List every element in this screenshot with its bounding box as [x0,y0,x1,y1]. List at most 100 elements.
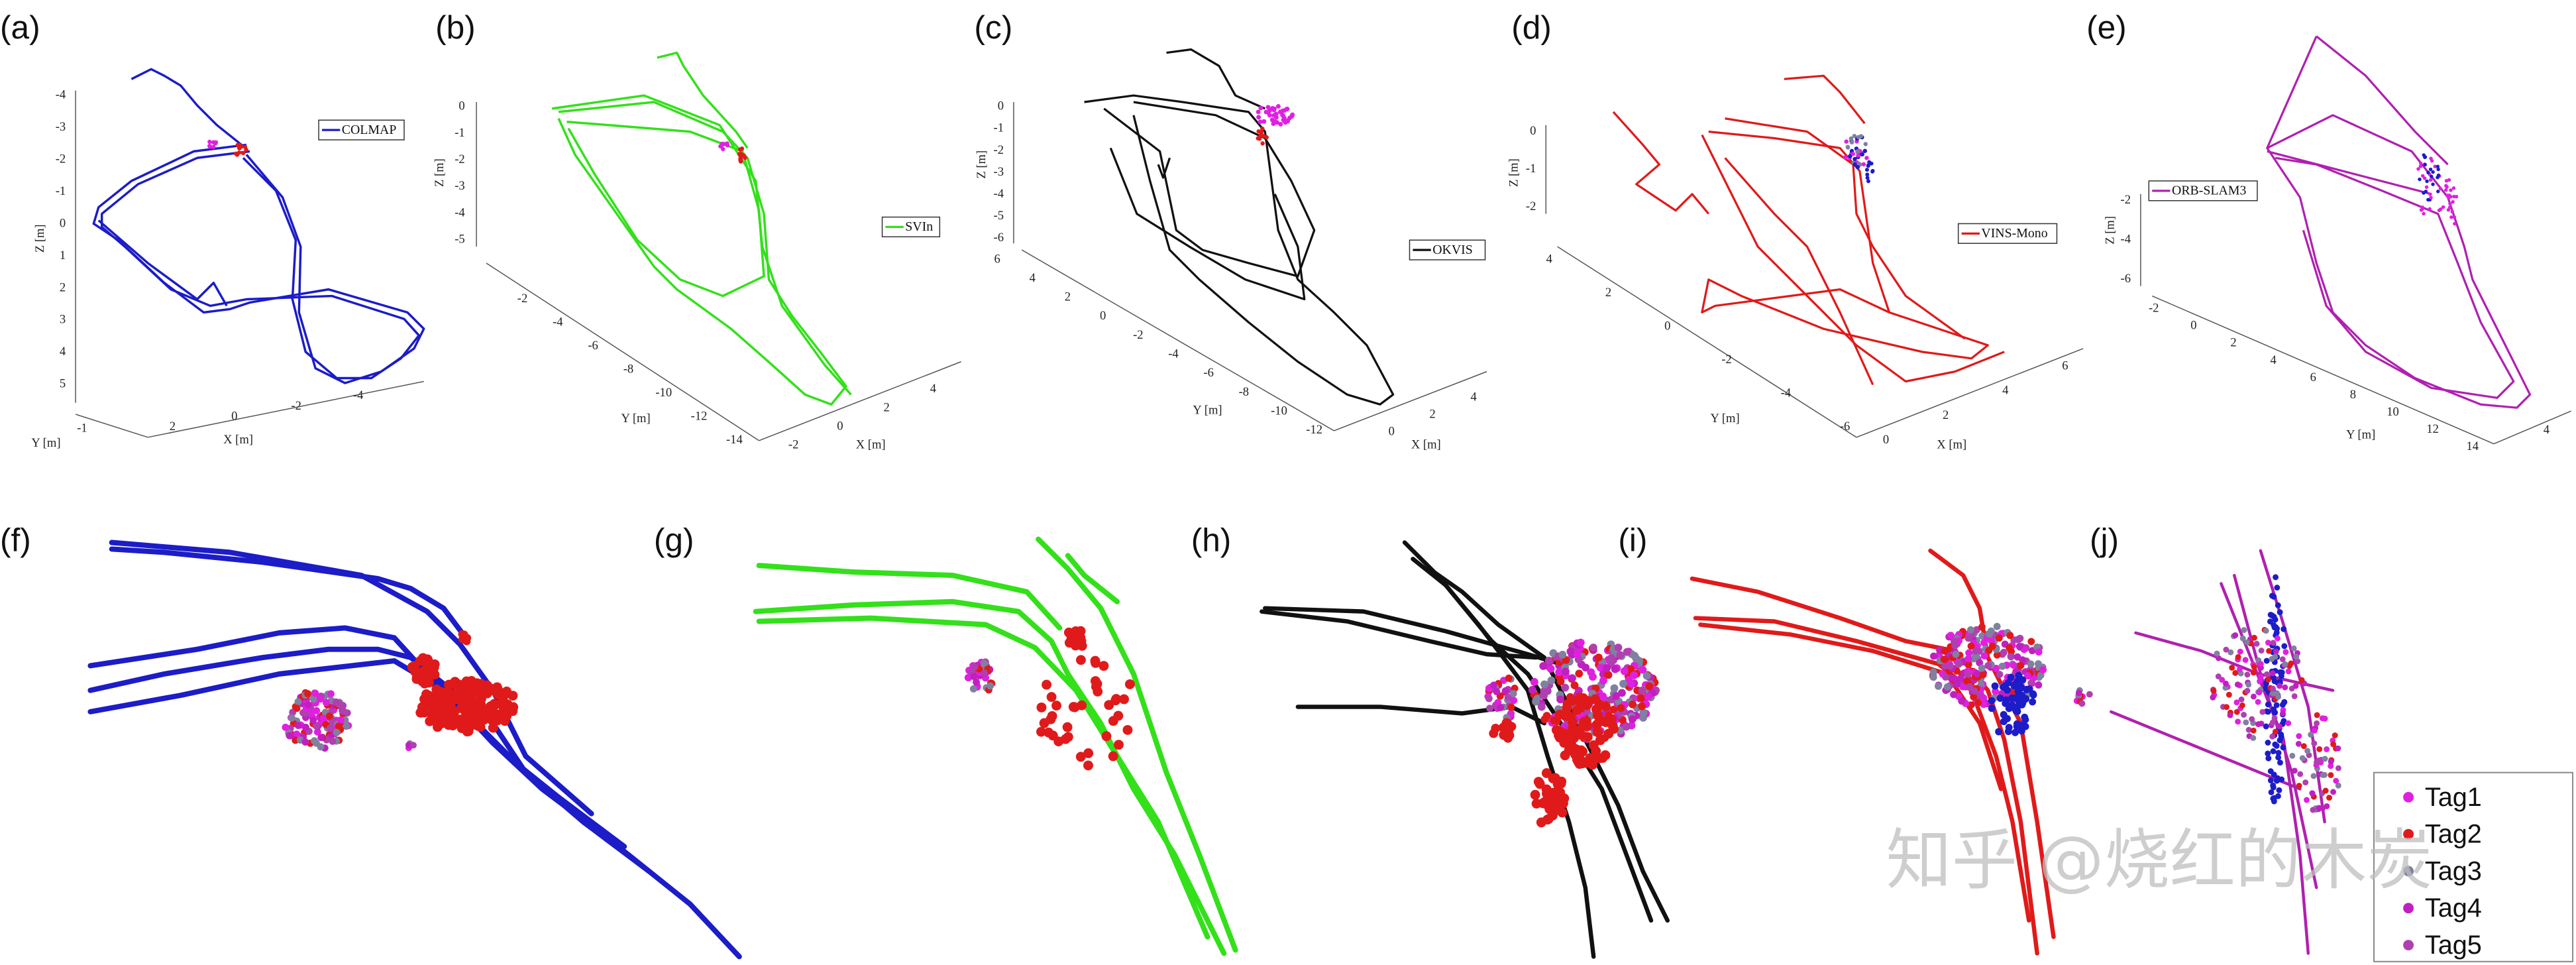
tag-marker [1077,700,1087,710]
tag-marker [1619,679,1628,688]
tag-marker [2425,179,2429,184]
tag-marker [2277,737,2283,744]
tag-marker [1282,108,1287,113]
panel-label: (j) [2090,522,2119,559]
y-tick-label: -10 [1271,404,1287,418]
tag-marker [2241,627,2247,634]
tag-marker [2012,728,2019,736]
tag-marker [1995,728,2003,736]
tag-marker [311,689,319,697]
tag-marker [2016,634,2024,642]
tag-marker [2027,679,2035,687]
y-tick-label: 2 [2230,336,2236,350]
tag-marker [2244,687,2251,694]
tag-marker [1068,702,1079,712]
z-tick-label: -4 [2121,233,2131,247]
tag-marker [2037,671,2045,679]
tag-marker [1491,724,1501,733]
tag-marker [1865,176,1870,180]
tag-marker [2259,709,2266,715]
tag-marker [2330,789,2336,795]
tag-marker [426,659,437,669]
tag-marker [1489,681,1497,689]
y-tick-label: 12 [2426,422,2439,436]
tag-marker [1970,693,1978,701]
tag-marker [2035,648,2043,656]
y-tick-label: -1 [77,422,87,435]
tag-marker [1260,141,1265,146]
tag-legend-label: Tag3 [2425,856,2482,885]
trajectory [2134,631,2335,692]
y-tick-label: 2 [1605,286,1611,300]
tag-marker [1562,703,1572,713]
trajectory [2267,150,2432,196]
tag-marker [293,730,301,738]
tag-marker [1557,807,1568,818]
tag-marker [2269,719,2276,726]
tag-marker [1844,139,1849,144]
tag-marker [1539,661,1548,670]
tag-marker [1566,647,1575,655]
tag-marker [1870,168,1875,173]
y-tick-label: 4 [1030,271,1036,285]
trajectory [1411,557,1654,923]
tag-marker [2251,663,2257,670]
tag-marker [1862,148,1868,153]
z-tick-label: -2 [1526,199,1536,213]
tag-marker [1864,168,1869,172]
tag-marker [1596,663,1605,672]
tag-marker [1953,681,1961,689]
tag-marker [1576,638,1585,647]
tag-marker [337,716,345,724]
tag-marker [2291,693,2298,699]
tag-marker [335,722,343,730]
tag-marker [1591,746,1601,756]
tag-marker [1978,664,1986,672]
tag-marker [987,682,994,690]
trajectory [131,68,242,146]
tag-marker [1256,129,1261,134]
x-tick-label: 0 [1389,425,1395,439]
tag-marker [1638,702,1646,710]
y-tick-label: -12 [1306,423,1322,437]
y-axis-label: Y [m] [1193,403,1222,417]
tag-marker [1036,726,1046,737]
y-tick-label: -6 [588,339,598,353]
tag-marker [2250,693,2257,700]
trajectory [1784,74,1866,125]
tag-marker [2024,672,2031,680]
tag-marker [2431,182,2435,186]
tag-marker [1629,700,1637,709]
watermark: 知乎 @烧红的木炭 [1886,823,2433,899]
tag-marker [2227,649,2234,655]
tag-marker [2420,206,2425,211]
tag-marker [2075,689,2082,697]
tag-marker [312,722,320,730]
tag-marker [1062,722,1073,732]
tag-marker [2006,644,2013,652]
tag-marker [2277,609,2283,616]
tag-marker [1964,671,1972,679]
tag-marker [1509,690,1517,697]
tag-marker [2263,685,2269,691]
axis-line [2493,410,2571,445]
trajectory [87,658,742,960]
tag-marker [2314,720,2320,726]
tag-marker [476,699,486,710]
tag-marker [1852,156,1857,162]
tag-marker [2422,176,2427,180]
tag-marker [1645,682,1654,691]
tag-marker [1993,651,2001,659]
tag-marker [2222,680,2229,687]
tag-marker [1599,692,1607,701]
tag-marker [2017,727,2025,735]
tag-marker [1258,119,1263,125]
tag-marker [1861,162,1866,167]
tag-marker [458,630,466,638]
tag-marker [2270,640,2277,646]
tag-marker [2281,643,2288,650]
z-tick-label: -3 [455,179,464,193]
tag-marker [1114,740,1124,750]
tag-marker [1964,634,1972,642]
